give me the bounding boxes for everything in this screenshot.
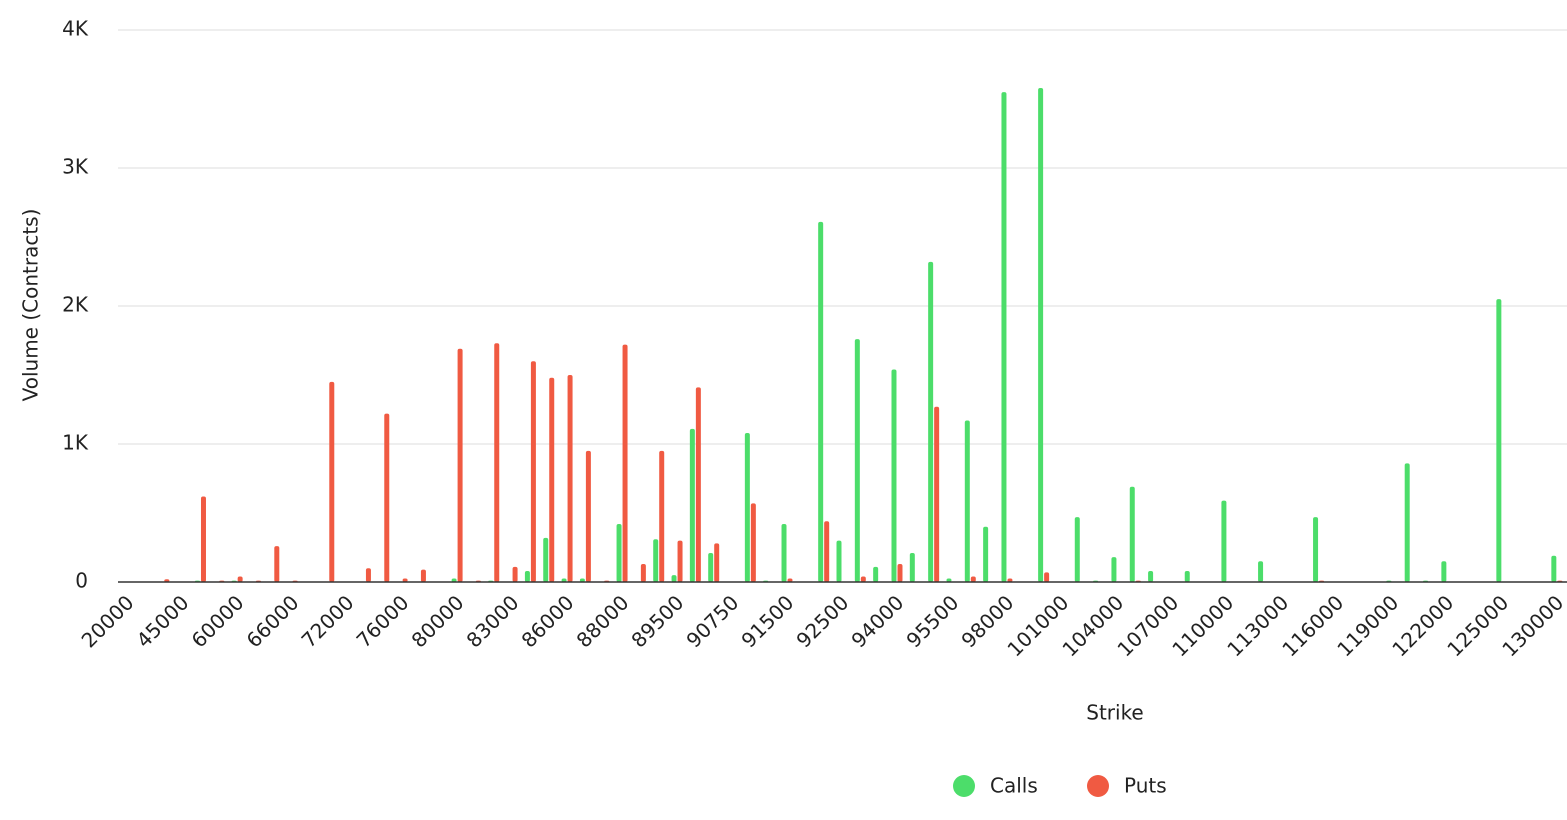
x-tick-label: 130000	[1497, 590, 1567, 661]
bar	[659, 450, 665, 582]
bar	[616, 524, 622, 582]
bar	[1111, 557, 1117, 582]
x-tick-label: 92500	[791, 590, 853, 652]
bar	[750, 503, 756, 582]
bar	[549, 377, 555, 582]
x-tick-label: 45000	[132, 590, 194, 652]
x-tick-label: 60000	[187, 590, 249, 652]
bar	[1313, 517, 1319, 582]
bar	[579, 578, 585, 582]
bar	[787, 578, 793, 582]
bar	[1441, 561, 1447, 582]
bar	[237, 576, 243, 582]
x-tick-label: 91500	[736, 590, 798, 652]
bar	[744, 432, 750, 582]
bar	[677, 540, 683, 582]
bar	[689, 428, 695, 582]
bar	[909, 553, 915, 582]
bar	[622, 344, 628, 582]
bar	[1074, 517, 1080, 582]
y-tick-label: 3K	[62, 155, 89, 179]
bar	[836, 540, 842, 582]
x-axis-title: Strike	[1086, 701, 1144, 725]
bar	[329, 381, 335, 582]
bar	[964, 420, 970, 582]
bar	[1148, 570, 1154, 582]
bar	[860, 576, 866, 582]
bar	[946, 578, 952, 582]
bar	[653, 539, 659, 582]
bar	[818, 221, 824, 582]
bar	[1551, 555, 1557, 582]
bar	[1129, 486, 1135, 582]
x-tick-label: 88000	[572, 590, 634, 652]
bar	[451, 578, 457, 582]
x-tick-label: 89500	[627, 590, 689, 652]
bar	[402, 578, 408, 582]
bar	[695, 387, 701, 582]
bar	[714, 543, 720, 582]
bar	[1044, 572, 1050, 582]
y-axis-title: Volume (Contracts)	[19, 209, 43, 402]
x-tick-label: 90750	[681, 590, 743, 652]
bar	[1221, 500, 1227, 582]
bar	[1404, 463, 1410, 582]
bar	[897, 564, 903, 582]
x-tick-label: 72000	[297, 590, 359, 652]
bar	[1038, 87, 1044, 583]
y-tick-label: 4K	[62, 17, 89, 41]
legend-label: Puts	[1124, 774, 1167, 798]
bar	[561, 578, 567, 582]
bar	[1496, 299, 1502, 582]
y-tick-label: 2K	[62, 293, 89, 317]
bar	[384, 413, 390, 582]
bar	[983, 526, 989, 582]
x-tick-label: 76000	[352, 590, 414, 652]
bar	[854, 339, 860, 582]
bar	[873, 566, 879, 582]
legend-marker	[953, 775, 975, 797]
bar	[567, 375, 573, 582]
bar	[928, 261, 934, 582]
x-tick-label: 66000	[242, 590, 304, 652]
bar	[824, 521, 830, 582]
bar	[640, 564, 646, 582]
bar	[494, 343, 500, 582]
y-tick-label: 0	[75, 569, 88, 593]
bar	[457, 348, 463, 582]
bar	[891, 369, 897, 582]
bar	[1258, 561, 1264, 582]
bar	[512, 566, 518, 582]
x-tick-label: 95500	[901, 590, 963, 652]
legend-marker	[1087, 775, 1109, 797]
x-tick-label: 83000	[462, 590, 524, 652]
bar	[970, 576, 976, 582]
x-tick-label: 20000	[77, 590, 139, 652]
bar	[365, 568, 371, 582]
legend-label: Calls	[990, 774, 1038, 798]
x-tick-label: 80000	[407, 590, 469, 652]
x-tick-label: 94000	[846, 590, 908, 652]
x-tick-label: 86000	[517, 590, 579, 652]
bar	[1184, 570, 1190, 582]
y-tick-label: 1K	[62, 431, 89, 455]
bar	[934, 406, 940, 582]
bar	[530, 361, 536, 582]
bar	[1001, 92, 1007, 582]
bar	[543, 537, 549, 582]
bar	[274, 546, 280, 582]
bar	[420, 569, 426, 582]
bar	[1007, 578, 1013, 582]
bar	[671, 575, 677, 582]
bar	[781, 524, 787, 582]
bar	[708, 553, 714, 582]
bar	[524, 570, 530, 582]
bar	[585, 450, 591, 582]
bar	[200, 496, 206, 582]
